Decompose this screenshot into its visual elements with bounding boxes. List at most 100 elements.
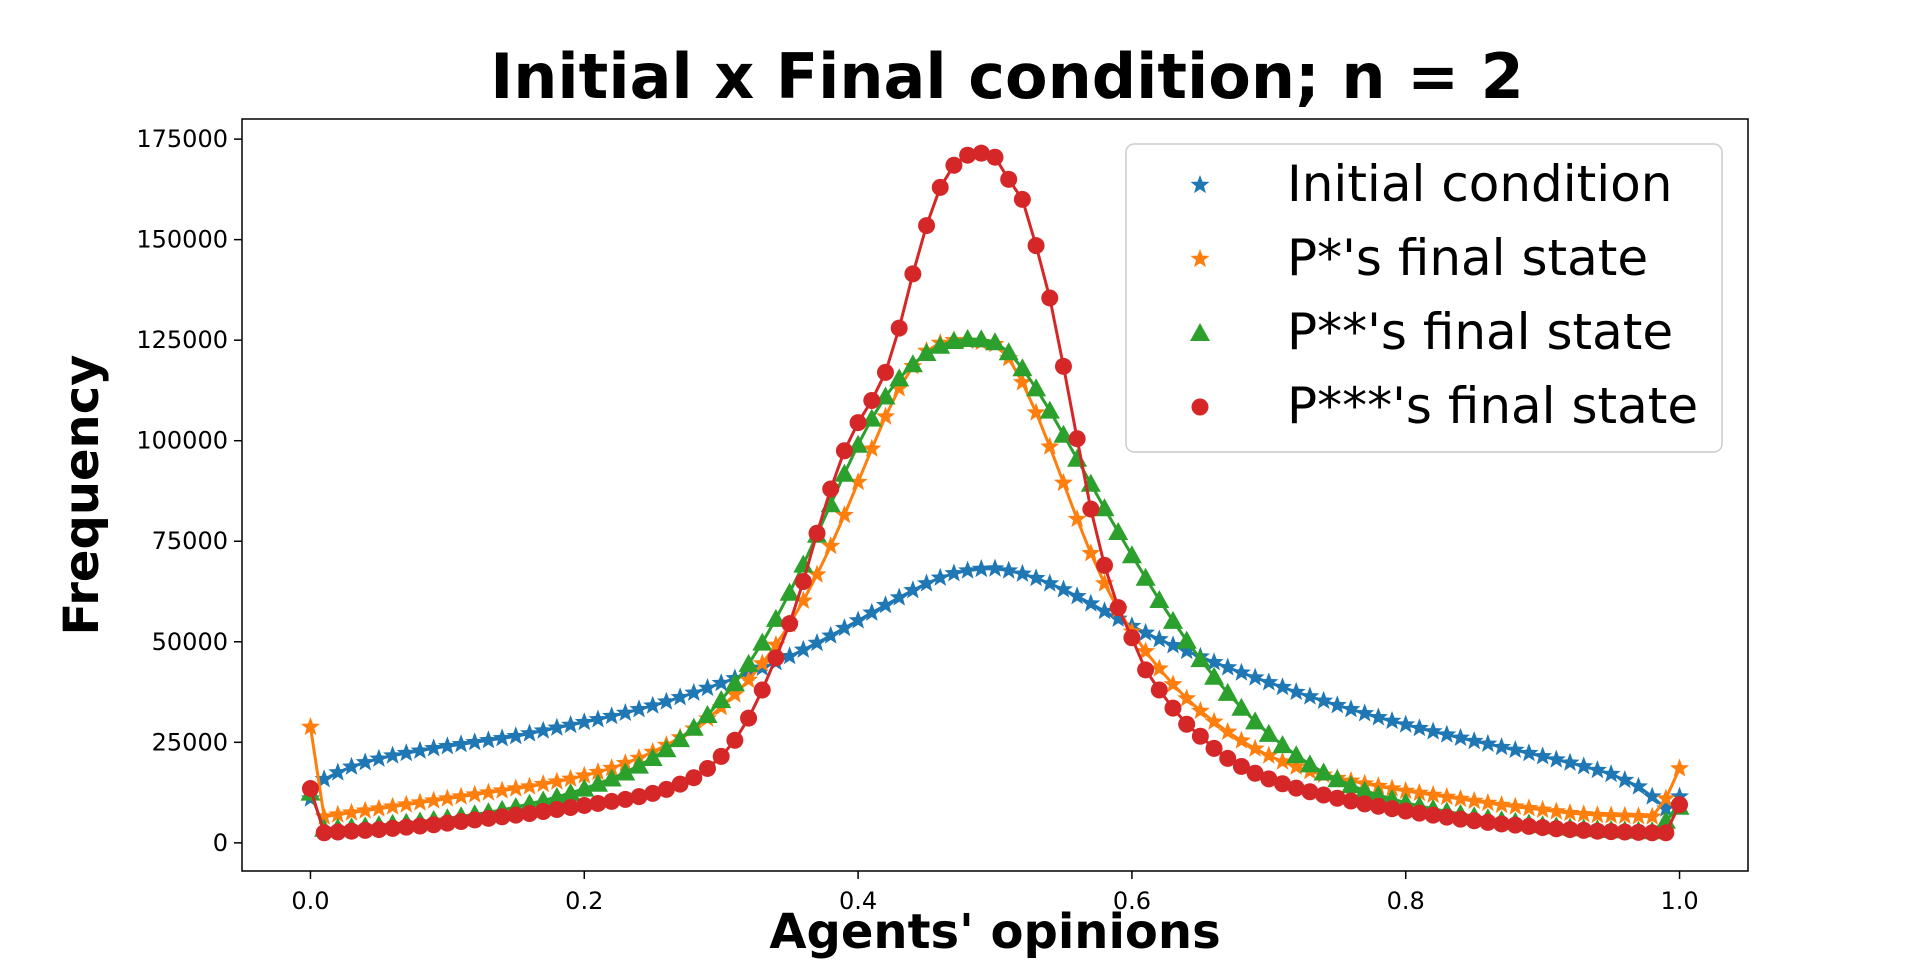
data-point (1231, 730, 1251, 749)
x-axis-label: Agents' opinions (769, 904, 1220, 960)
data-point (343, 822, 361, 840)
data-point (548, 800, 566, 818)
data-point (1163, 610, 1183, 629)
data-point (1656, 788, 1676, 807)
data-point (834, 463, 855, 482)
data-point (425, 816, 443, 834)
data-point (1068, 430, 1086, 448)
data-point (861, 408, 882, 427)
data-point (1587, 805, 1607, 824)
data-point (1096, 556, 1114, 574)
data-point (410, 792, 430, 811)
x-axis: 0.0 0.2 0.4 0.6 0.8 1.0 (291, 871, 1699, 915)
data-point (998, 342, 1019, 361)
data-point (943, 331, 964, 349)
x-tick-label: 0.4 (839, 887, 877, 915)
data-point (1396, 714, 1416, 733)
data-point (903, 580, 923, 599)
data-point (1341, 775, 1361, 794)
data-point (1560, 752, 1580, 771)
data-point (615, 703, 635, 721)
data-point (1451, 810, 1469, 828)
data-point (766, 635, 786, 654)
data-point (656, 739, 677, 758)
data-point (438, 814, 456, 832)
data-point (1519, 743, 1539, 762)
data-point (986, 148, 1004, 166)
data-point (314, 769, 334, 788)
data-point (533, 720, 553, 739)
data-point (889, 378, 909, 397)
data-point (465, 784, 485, 803)
data-point (1369, 797, 1387, 815)
plot-frame (241, 118, 1749, 872)
data-point (1012, 372, 1032, 391)
data-point (437, 736, 457, 755)
data-point (1081, 543, 1101, 562)
data-point (765, 608, 786, 627)
data-point (1245, 738, 1265, 757)
data-point (547, 717, 567, 736)
legend-marker-p-star-final-state (1190, 249, 1210, 268)
data-point (985, 558, 1005, 577)
data-point (533, 774, 553, 793)
legend-marker-initial-condition (1190, 175, 1210, 194)
data-point (1178, 715, 1196, 733)
data-point (1410, 804, 1428, 822)
x-tick-label: 0.2 (565, 887, 603, 915)
data-point (1493, 815, 1511, 833)
data-point (1657, 824, 1675, 842)
data-point (629, 699, 649, 718)
data-point (1260, 770, 1278, 788)
data-point (698, 678, 717, 697)
data-point (1000, 170, 1018, 188)
y-tick-label: 75000 (152, 527, 228, 555)
data-point (1299, 754, 1320, 773)
data-point (1217, 682, 1238, 701)
data-point (999, 560, 1019, 579)
data-point (848, 434, 869, 453)
data-point (1464, 731, 1484, 750)
data-point (1026, 378, 1047, 397)
data-point (562, 798, 580, 816)
data-point (725, 684, 745, 703)
data-point (1382, 778, 1402, 797)
data-point (1232, 757, 1250, 775)
data-point (1479, 813, 1497, 831)
data-point (889, 368, 910, 387)
data-point (342, 756, 361, 775)
data-point (397, 818, 415, 836)
y-tick-label: 150000 (136, 226, 228, 254)
data-point (1409, 718, 1429, 737)
data-point (1108, 608, 1128, 627)
data-point (1163, 674, 1183, 693)
data-point (781, 615, 799, 633)
data-point (1615, 805, 1635, 824)
data-point (1204, 666, 1225, 685)
data-point (1451, 789, 1470, 808)
data-point (1561, 821, 1579, 839)
data-point (492, 780, 512, 799)
data-point (958, 560, 978, 579)
legend-label-initial-condition: Initial condition (1287, 155, 1672, 213)
data-point (918, 217, 936, 235)
data-point (588, 773, 608, 792)
data-point (396, 794, 416, 813)
data-point (1272, 735, 1293, 754)
data-point (876, 363, 894, 381)
data-point (726, 731, 744, 749)
data-point (1190, 649, 1211, 668)
data-point (902, 354, 923, 373)
data-point (807, 564, 827, 583)
data-point (944, 563, 964, 582)
data-point (1464, 791, 1484, 810)
data-point (369, 748, 389, 767)
data-point (711, 673, 731, 692)
data-point (300, 717, 320, 736)
data-point (383, 745, 403, 764)
data-point (1040, 573, 1060, 592)
data-point (685, 769, 703, 787)
data-point (1383, 800, 1401, 818)
data-point (1478, 733, 1498, 752)
